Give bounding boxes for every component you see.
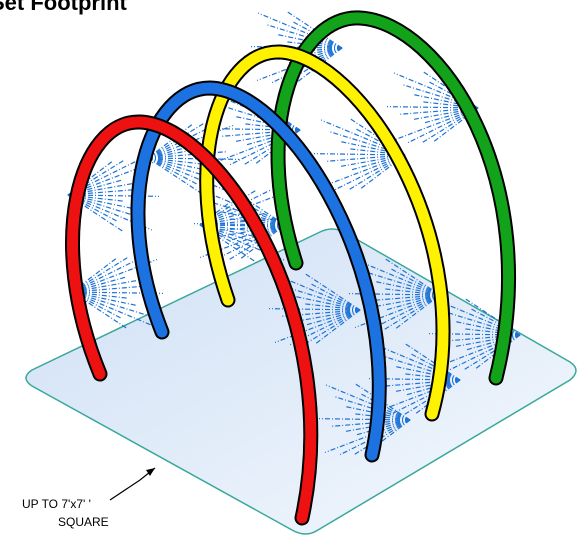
spray-line — [71, 285, 151, 293]
spray-line — [147, 157, 224, 182]
spray-line — [360, 154, 406, 189]
spray-line — [403, 342, 461, 381]
spray-line — [305, 303, 361, 311]
spray-line — [374, 280, 441, 296]
spray-line — [395, 294, 441, 329]
spray-line — [288, 309, 361, 346]
red-arch — [67, 116, 317, 524]
spray-line — [383, 257, 441, 296]
spray-line — [388, 379, 461, 416]
spray-line — [281, 309, 361, 317]
title: Set Footprint — [0, 0, 128, 15]
spray-line — [147, 122, 220, 159]
spray-line — [365, 419, 411, 454]
spray-line — [147, 142, 202, 159]
spray-line — [147, 157, 205, 196]
spray-line — [303, 272, 361, 311]
spray-line — [391, 268, 441, 296]
spray-line — [199, 209, 254, 226]
spray-line — [334, 396, 411, 421]
spray-line — [350, 148, 406, 156]
spray-line — [227, 224, 286, 261]
spray-line — [373, 294, 441, 308]
callout-line2: SQUARE — [58, 515, 109, 529]
spray-line — [382, 294, 441, 331]
spray-line — [71, 256, 144, 293]
callout-line1: UP TO 7'x7' ' — [22, 497, 91, 511]
spray-line — [311, 283, 361, 311]
spray-line — [147, 124, 193, 159]
spray-line — [393, 379, 461, 393]
blue-arch — [132, 82, 385, 461]
spray-line — [423, 101, 479, 109]
yellow-arch — [201, 46, 449, 420]
spray-line — [228, 187, 286, 226]
spray-line — [465, 328, 521, 336]
spray-line — [67, 194, 117, 222]
spray-line — [361, 294, 441, 302]
spray-line — [147, 157, 203, 165]
spray-line — [381, 379, 461, 387]
spray-line — [284, 286, 361, 311]
spray-line — [67, 194, 123, 202]
spray-line — [351, 154, 406, 171]
spray-line — [147, 157, 214, 173]
spray-line — [67, 161, 113, 196]
spray-line — [466, 334, 521, 351]
spray-line — [71, 258, 117, 293]
spray-line — [270, 47, 343, 84]
spray-line — [302, 309, 361, 346]
spray-line — [294, 295, 361, 311]
spray-line — [213, 224, 286, 261]
spray-line — [266, 24, 343, 49]
spray-line — [471, 308, 521, 336]
spray-line — [368, 294, 441, 331]
spray-line — [385, 288, 441, 296]
spray-line — [199, 224, 249, 252]
spray-line — [147, 157, 197, 185]
spray-line — [71, 291, 121, 319]
spray-line — [364, 271, 441, 296]
spray-line — [206, 224, 286, 232]
spray-line — [386, 294, 441, 311]
spray-line — [147, 151, 227, 159]
spray-line — [331, 419, 411, 427]
spray-line — [306, 309, 361, 326]
spray-line — [424, 107, 479, 124]
spray-line — [71, 276, 126, 293]
callout-arrowhead — [146, 468, 155, 476]
spray-line — [263, 47, 343, 55]
spray-line — [338, 419, 411, 456]
spray-line — [67, 179, 122, 196]
spray-line — [315, 309, 361, 344]
spray-line — [433, 107, 479, 142]
spray-line — [394, 365, 461, 381]
spray-line — [199, 191, 245, 226]
spray-line — [147, 145, 215, 159]
spray-line — [293, 309, 361, 323]
spray-line — [236, 198, 286, 226]
spray-line — [71, 291, 127, 299]
spray-line — [199, 224, 255, 232]
arches — [65, 10, 517, 526]
spray-line — [209, 201, 286, 226]
